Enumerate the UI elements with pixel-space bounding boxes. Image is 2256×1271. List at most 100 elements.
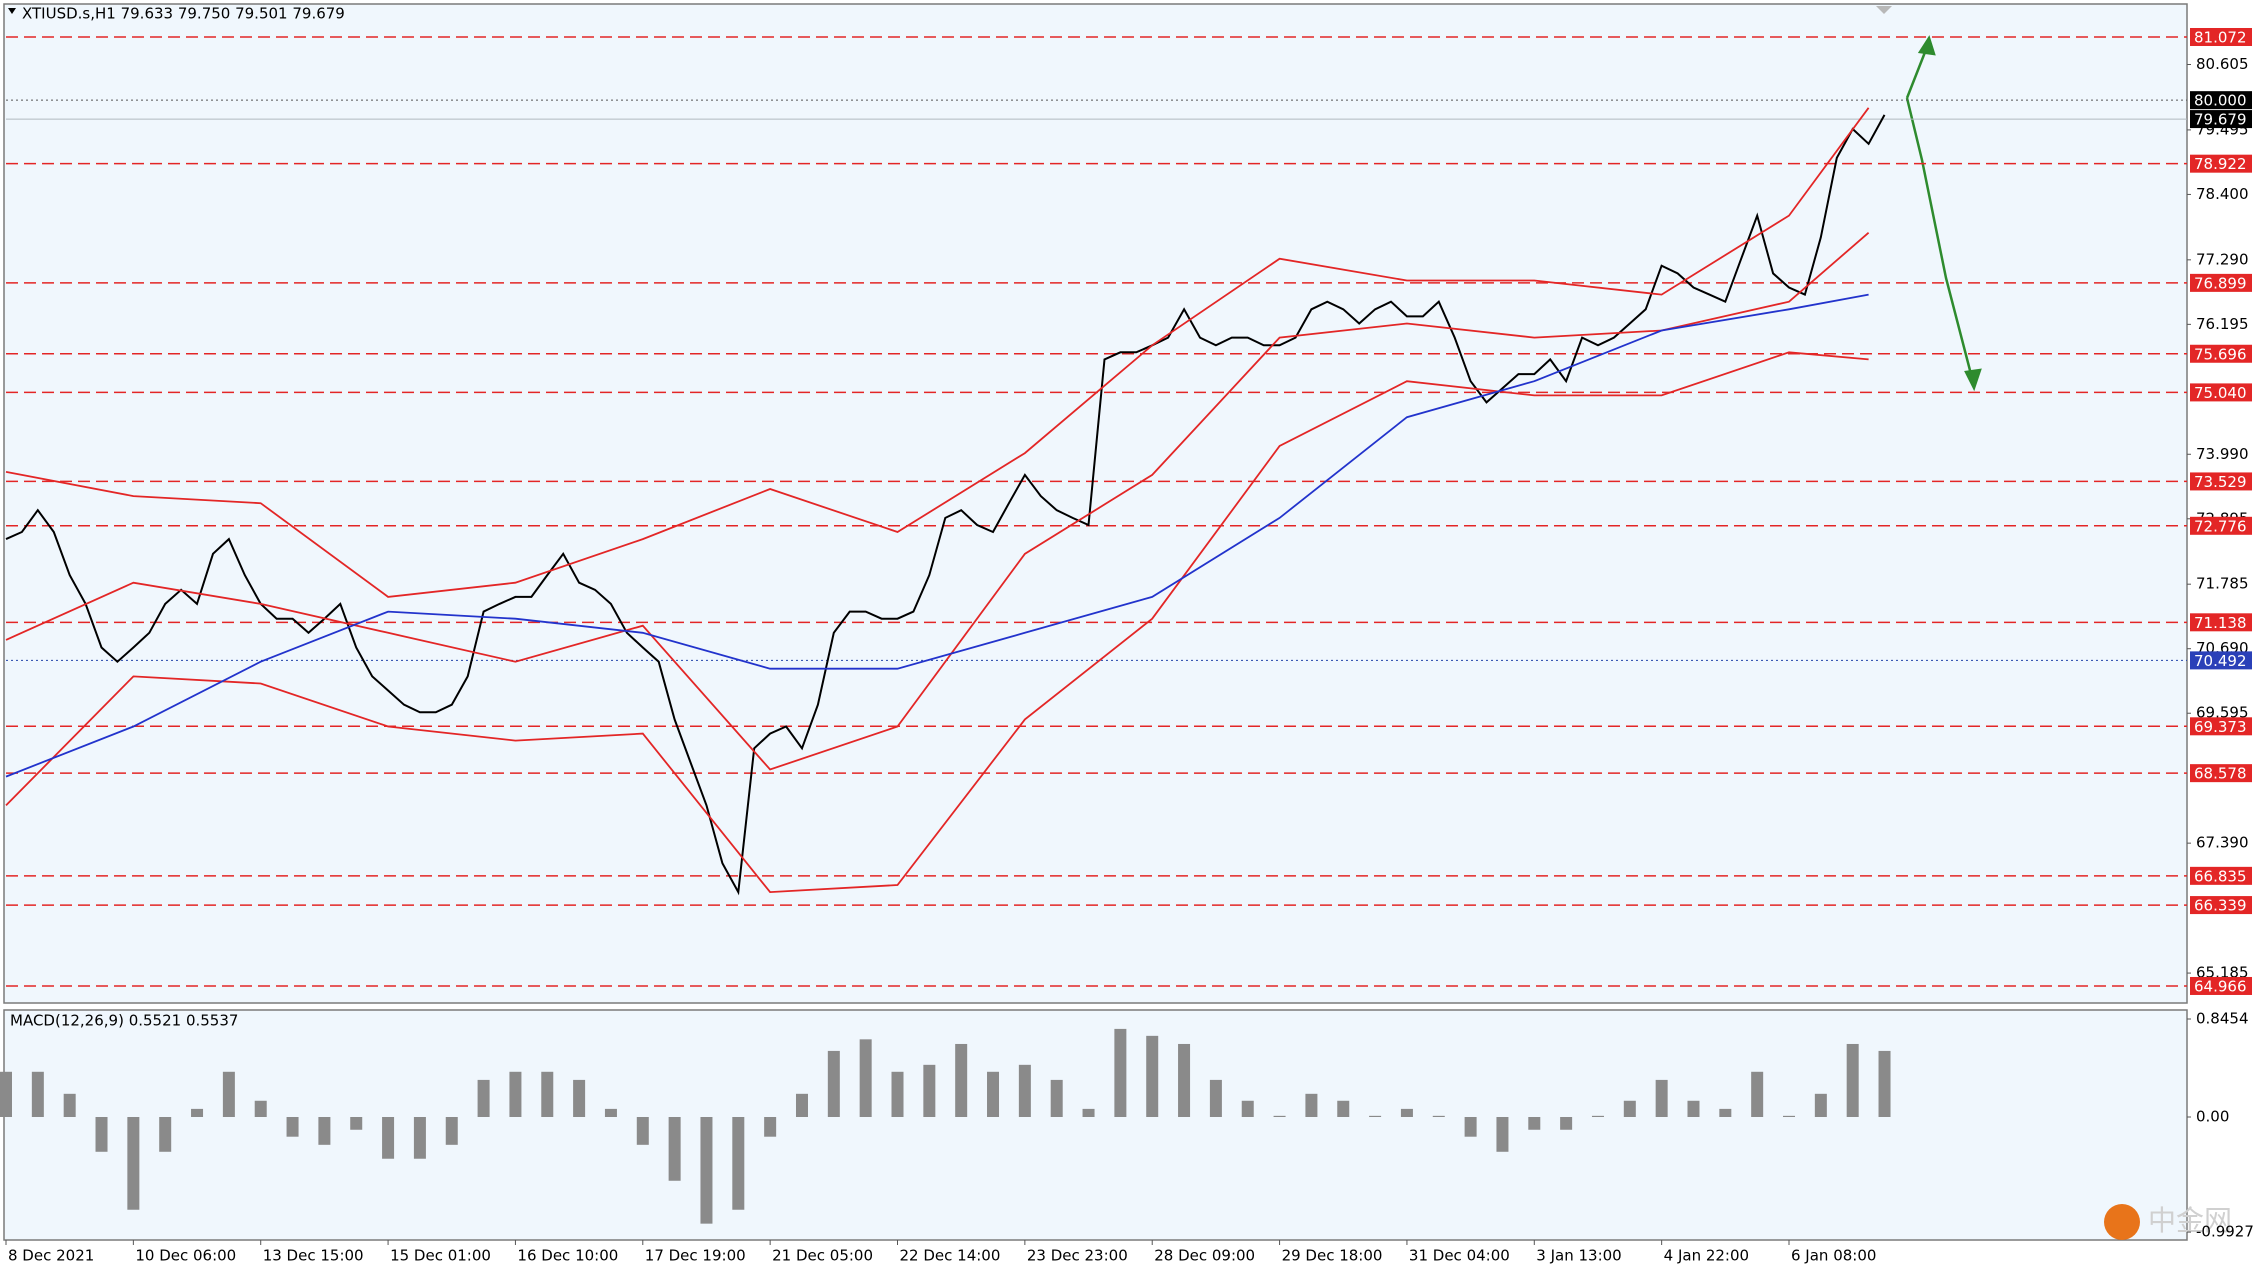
macd-bar xyxy=(1464,1117,1477,1137)
level-box xyxy=(2190,717,2252,736)
macd-bar xyxy=(1591,1115,1604,1118)
y-tick-label: 73.990 xyxy=(2196,445,2249,463)
x-tick-label: 4 Jan 22:00 xyxy=(1664,1247,1749,1265)
arrow-head xyxy=(1917,35,1936,56)
level-box xyxy=(2190,866,2252,885)
price-box xyxy=(2190,91,2252,110)
logo-mark xyxy=(2104,1204,2140,1240)
y-tick-label: -0.9927 xyxy=(2196,1223,2254,1241)
macd-bar xyxy=(955,1043,968,1118)
macd-bar xyxy=(286,1117,299,1137)
level-box xyxy=(2190,613,2252,632)
level-label: 68.578 xyxy=(2194,765,2247,783)
level-box xyxy=(2190,472,2252,491)
macd-bar xyxy=(1018,1064,1031,1118)
macd-bar xyxy=(0,1071,12,1118)
y-tick-label: 71.785 xyxy=(2196,575,2249,593)
macd-bar xyxy=(318,1117,331,1145)
arrow-head xyxy=(1964,368,1982,392)
series-line xyxy=(5,293,1869,778)
macd-bar xyxy=(604,1108,617,1118)
price-box xyxy=(2190,110,2252,129)
level-box xyxy=(2190,976,2252,995)
price-label: 79.679 xyxy=(2194,111,2247,129)
x-tick-label: 21 Dec 05:00 xyxy=(772,1247,873,1265)
level-label: 71.138 xyxy=(2194,614,2247,632)
x-tick-label: 13 Dec 15:00 xyxy=(263,1247,364,1265)
main-panel xyxy=(3,3,2188,1004)
macd-bar xyxy=(31,1071,44,1118)
macd-bar xyxy=(191,1108,204,1118)
macd-bar xyxy=(1496,1117,1509,1152)
menu-triangle xyxy=(8,8,16,14)
x-tick-label: 6 Jan 08:00 xyxy=(1791,1247,1876,1265)
macd-bar xyxy=(509,1071,522,1118)
macd-bar xyxy=(1178,1043,1191,1118)
level-label: 72.776 xyxy=(2194,517,2247,535)
x-tick-label: 28 Dec 09:00 xyxy=(1154,1247,1255,1265)
macd-bar xyxy=(1878,1050,1891,1118)
level-box xyxy=(2190,764,2252,783)
macd-bar xyxy=(1528,1117,1541,1130)
macd-bar xyxy=(987,1071,1000,1118)
x-tick-label: 31 Dec 04:00 xyxy=(1409,1247,1510,1265)
series-line xyxy=(5,232,1870,771)
level-label: 75.040 xyxy=(2194,384,2247,402)
macd-title: MACD(12,26,9) 0.5521 0.5537 xyxy=(10,1012,238,1030)
y-tick-label: 77.290 xyxy=(2196,250,2249,268)
macd-bar xyxy=(541,1071,554,1118)
macd-bar xyxy=(95,1117,108,1152)
macd-bar xyxy=(1846,1043,1859,1118)
level-box xyxy=(2190,344,2252,363)
x-tick-label: 29 Dec 18:00 xyxy=(1282,1247,1383,1265)
chart-title: XTIUSD.s,H1 79.633 79.750 79.501 79.679 xyxy=(22,5,345,23)
macd-bar xyxy=(477,1079,490,1118)
macd-bar xyxy=(63,1093,76,1118)
macd-bar xyxy=(1623,1100,1636,1118)
macd-bar xyxy=(1687,1100,1700,1118)
level-label: 64.966 xyxy=(2194,977,2247,995)
macd-bar xyxy=(159,1117,172,1152)
level-label: 76.899 xyxy=(2194,274,2247,292)
y-tick-label: 67.390 xyxy=(2196,834,2249,852)
level-label: 73.529 xyxy=(2194,473,2247,491)
macd-bar xyxy=(859,1039,872,1118)
level-label: 66.835 xyxy=(2194,867,2247,885)
macd-bar xyxy=(1050,1079,1063,1118)
macd-bar xyxy=(668,1117,681,1181)
shift-marker xyxy=(1876,6,1892,14)
macd-bar xyxy=(1560,1117,1573,1130)
level-box xyxy=(2190,651,2252,670)
level-label: 69.373 xyxy=(2194,718,2247,736)
level-box xyxy=(2190,154,2252,173)
level-box xyxy=(2190,896,2252,915)
level-label: 78.922 xyxy=(2194,155,2247,173)
macd-panel xyxy=(3,1009,2188,1241)
macd-bar xyxy=(827,1050,840,1118)
macd-bar xyxy=(127,1117,140,1210)
watermark: 中金网 xyxy=(2148,1204,2232,1237)
y-tick-label: 76.195 xyxy=(2196,315,2249,333)
level-label: 81.072 xyxy=(2194,28,2247,46)
macd-bar xyxy=(1146,1035,1159,1118)
macd-bar xyxy=(445,1117,458,1145)
x-tick-label: 10 Dec 06:00 xyxy=(135,1247,236,1265)
macd-bar xyxy=(1369,1115,1382,1118)
macd-bar xyxy=(1751,1071,1764,1118)
x-tick-label: 8 Dec 2021 xyxy=(8,1247,94,1265)
y-tick-label: 80.605 xyxy=(2196,55,2249,73)
macd-bar xyxy=(636,1117,649,1145)
x-tick-label: 17 Dec 19:00 xyxy=(645,1247,746,1265)
macd-bar xyxy=(1114,1028,1127,1118)
macd-bar xyxy=(573,1079,586,1118)
series-line xyxy=(5,351,1869,894)
series-line xyxy=(5,107,1870,598)
macd-bar xyxy=(1082,1108,1095,1118)
macd-bar xyxy=(764,1117,777,1137)
x-tick-label: 3 Jan 13:00 xyxy=(1536,1247,1621,1265)
macd-bar xyxy=(222,1071,235,1118)
forecast-arrows xyxy=(1905,35,1982,392)
macd-bar xyxy=(923,1064,936,1118)
macd-bar xyxy=(1814,1093,1827,1118)
